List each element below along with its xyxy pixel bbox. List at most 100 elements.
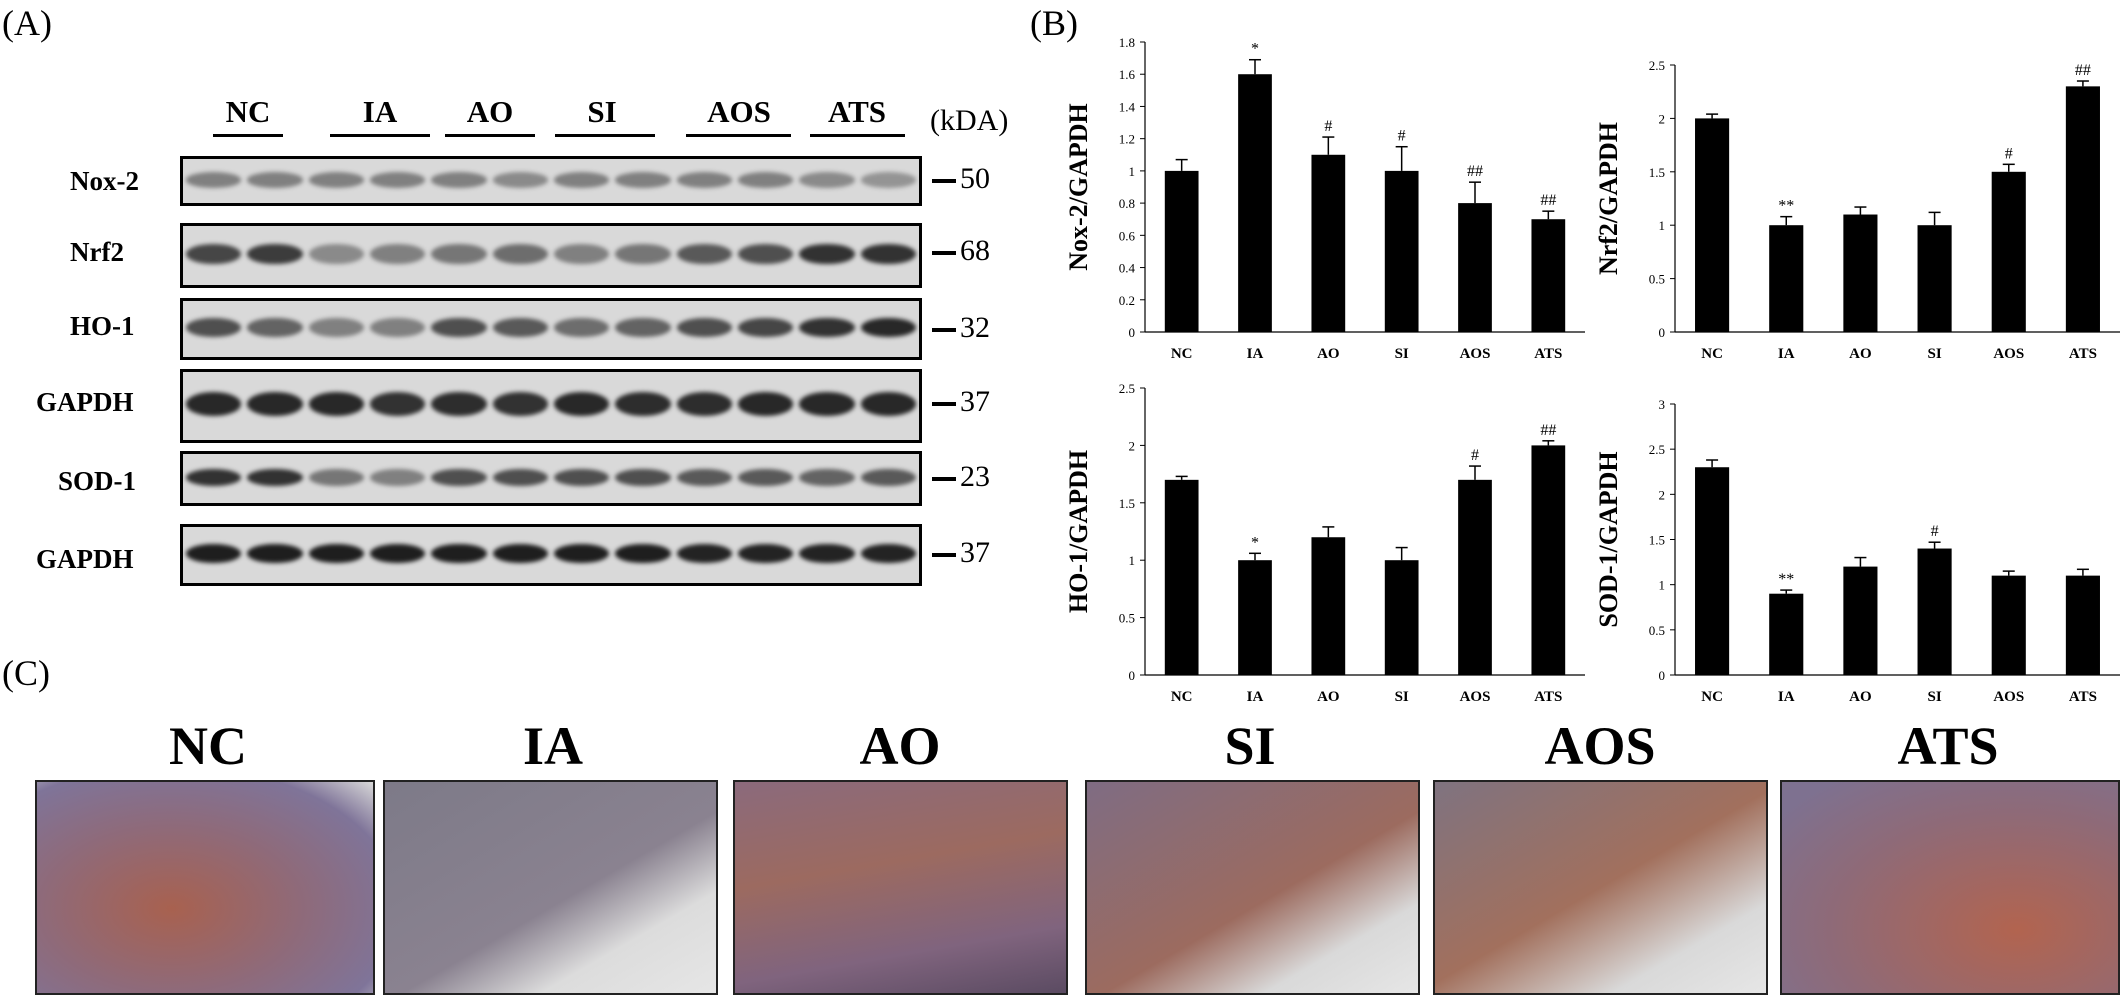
blot-band bbox=[860, 172, 916, 188]
blot-band bbox=[738, 392, 794, 417]
blot-band bbox=[431, 172, 487, 188]
blot-band bbox=[860, 392, 916, 417]
panel-label-b: (B) bbox=[1030, 3, 1078, 43]
blot-band bbox=[431, 317, 487, 338]
y-tick-label: 1.5 bbox=[1119, 496, 1135, 511]
significance-marker: # bbox=[1471, 447, 1479, 464]
significance-marker: ## bbox=[1540, 192, 1556, 209]
blot-band bbox=[554, 317, 610, 338]
y-tick-label: 1.6 bbox=[1119, 67, 1136, 82]
blot-band bbox=[370, 392, 426, 417]
y-tick-label: 0 bbox=[1659, 668, 1666, 683]
significance-marker: # bbox=[1931, 523, 1939, 540]
y-tick-label: 1 bbox=[1659, 218, 1666, 233]
blot-label-gapdh: GAPDH bbox=[36, 387, 134, 417]
blot-group-label: NC bbox=[225, 94, 271, 129]
blot-band bbox=[738, 317, 794, 338]
y-tick-label: 0.4 bbox=[1119, 261, 1136, 276]
mw-marker bbox=[932, 179, 956, 183]
panel-label-c: (C) bbox=[2, 653, 50, 693]
blot-group-label: ATS bbox=[827, 94, 886, 129]
x-tick-label: AOS bbox=[1460, 689, 1491, 705]
blot-band bbox=[799, 543, 855, 564]
blot-band bbox=[370, 468, 426, 486]
y-tick-label: 1.4 bbox=[1119, 99, 1136, 114]
mw-marker bbox=[932, 477, 956, 481]
blot-band bbox=[186, 172, 242, 188]
ihc-image-ats bbox=[1780, 780, 2120, 995]
blot-image-nrf2 bbox=[180, 223, 922, 288]
bar bbox=[1695, 118, 1730, 333]
blot-band bbox=[860, 317, 916, 338]
y-axis-label: Nox-2/GAPDH bbox=[1064, 103, 1093, 271]
bar bbox=[1238, 74, 1272, 332]
x-tick-label: AOS bbox=[1460, 346, 1491, 362]
bar bbox=[1695, 467, 1730, 675]
mw-value: 23 bbox=[960, 460, 990, 493]
y-tick-label: 0.6 bbox=[1119, 228, 1136, 243]
blot-band bbox=[799, 392, 855, 417]
blot-band bbox=[799, 468, 855, 486]
group-underline bbox=[445, 134, 535, 137]
significance-marker: ## bbox=[1467, 163, 1483, 180]
bar bbox=[1311, 537, 1346, 675]
bar bbox=[2065, 86, 2100, 332]
y-tick-label: 0 bbox=[1129, 325, 1136, 340]
blot-band bbox=[308, 317, 364, 338]
blot-band bbox=[738, 543, 794, 564]
bar bbox=[1769, 593, 1804, 675]
blot-band bbox=[492, 172, 548, 188]
y-tick-label: 3 bbox=[1659, 397, 1666, 412]
blot-band bbox=[860, 543, 916, 564]
blot-band bbox=[308, 172, 364, 188]
significance-marker: ** bbox=[1778, 571, 1794, 588]
kda-label: (kDA) bbox=[930, 104, 1009, 137]
mw-marker bbox=[932, 402, 956, 406]
x-tick-label: IA bbox=[1778, 346, 1795, 362]
blot-band bbox=[370, 317, 426, 338]
ihc-image-aos bbox=[1433, 780, 1768, 995]
bar bbox=[1531, 219, 1566, 332]
blot-band bbox=[738, 243, 794, 265]
blot-band bbox=[308, 243, 364, 265]
blot-label-nrf2: Nrf2 bbox=[70, 237, 124, 267]
blot-band bbox=[676, 172, 732, 188]
blot-band bbox=[676, 243, 732, 265]
blot-image-ho1 bbox=[180, 298, 922, 360]
blot-group-label: IA bbox=[362, 94, 398, 129]
y-tick-label: 1 bbox=[1659, 578, 1666, 593]
bar bbox=[1531, 445, 1566, 675]
x-tick-label: SI bbox=[1927, 689, 1941, 705]
blot-label-ho1: HO-1 bbox=[70, 311, 135, 341]
bar bbox=[1991, 171, 2026, 332]
mw-value: 37 bbox=[960, 385, 990, 418]
x-tick-label: NC bbox=[1701, 346, 1723, 362]
bar bbox=[1769, 225, 1804, 332]
significance-marker: # bbox=[1324, 118, 1332, 135]
blot-group-label: AOS bbox=[707, 94, 771, 129]
x-tick-label: AO bbox=[1317, 346, 1340, 362]
y-tick-label: 1 bbox=[1129, 164, 1136, 179]
blot-band bbox=[431, 468, 487, 486]
ihc-label: AO bbox=[859, 716, 941, 776]
blot-label-gapdh: GAPDH bbox=[36, 544, 134, 574]
ihc-image-ao bbox=[733, 780, 1068, 995]
x-tick-label: IA bbox=[1247, 689, 1264, 705]
x-tick-label: AO bbox=[1849, 689, 1872, 705]
blot-band bbox=[554, 543, 610, 564]
x-tick-label: ATS bbox=[1534, 689, 1562, 705]
ihc-image-ia bbox=[383, 780, 718, 995]
group-underline bbox=[555, 134, 655, 137]
blot-band bbox=[247, 317, 303, 338]
y-tick-label: 2 bbox=[1659, 487, 1666, 502]
blot-band bbox=[308, 392, 364, 417]
blot-band bbox=[370, 172, 426, 188]
y-tick-label: 2.5 bbox=[1119, 381, 1135, 396]
blot-band bbox=[615, 317, 671, 338]
blot-band bbox=[431, 243, 487, 265]
blot-band bbox=[554, 468, 610, 486]
y-tick-label: 1 bbox=[1129, 553, 1136, 568]
significance-marker: ## bbox=[2075, 62, 2091, 79]
blot-band bbox=[186, 392, 242, 417]
bar bbox=[1917, 225, 1952, 332]
